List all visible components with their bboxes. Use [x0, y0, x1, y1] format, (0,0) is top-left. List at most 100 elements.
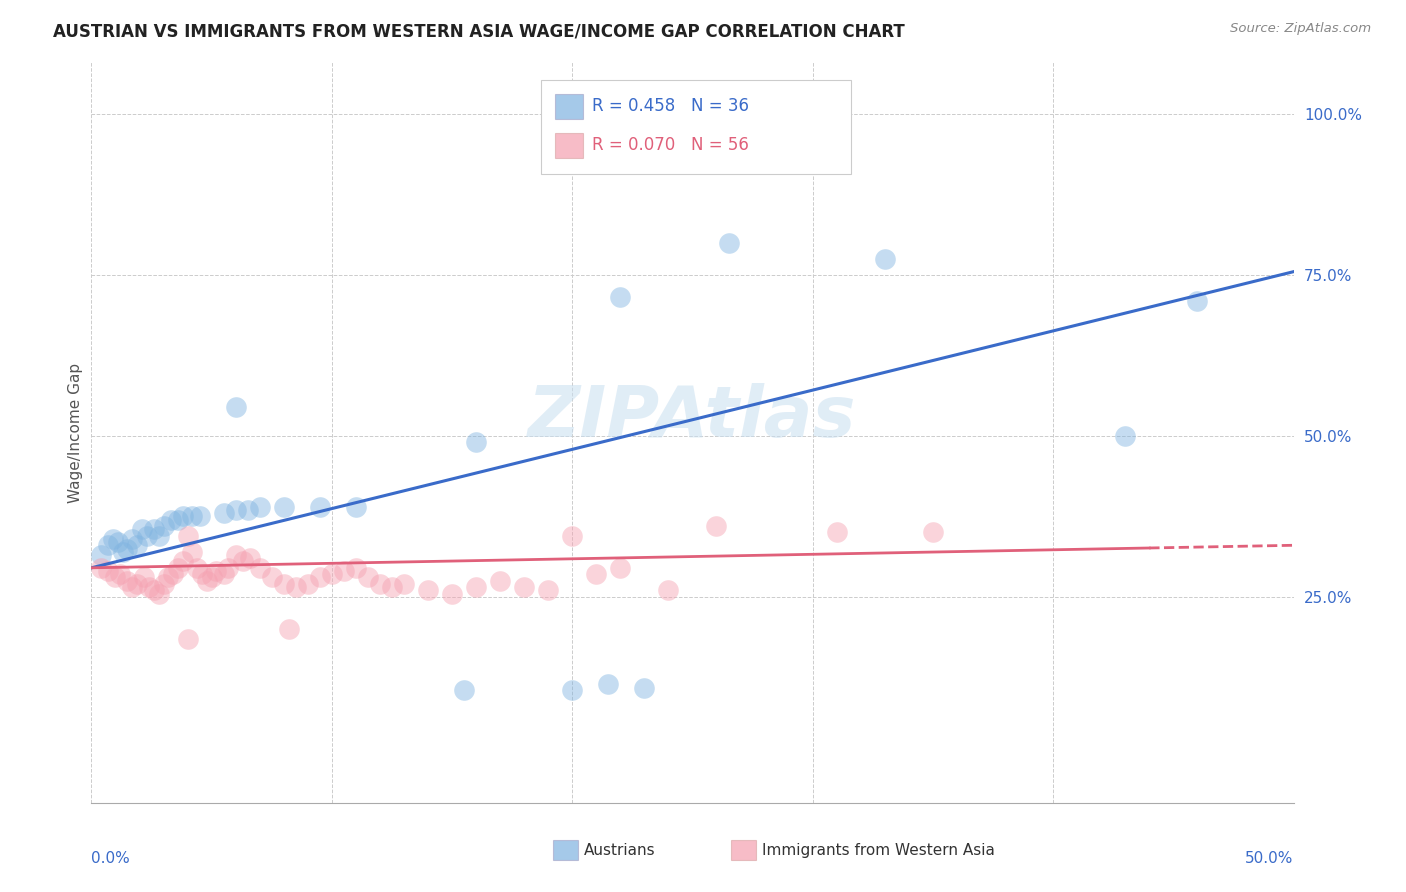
Point: [277, 622, 299, 636]
Point: [344, 500, 367, 514]
Point: [117, 541, 139, 556]
Point: [125, 538, 148, 552]
Point: [633, 681, 655, 696]
Point: [172, 554, 194, 568]
Point: [392, 577, 415, 591]
Point: [142, 583, 165, 598]
Point: [284, 580, 307, 594]
Point: [225, 400, 247, 414]
Point: [159, 512, 181, 526]
Point: [97, 538, 120, 552]
Point: [181, 509, 204, 524]
Point: [1187, 293, 1209, 308]
Text: R = 0.458   N = 36: R = 0.458 N = 36: [592, 97, 749, 115]
Point: [121, 532, 143, 546]
Point: [172, 509, 194, 524]
Point: [162, 567, 184, 582]
Point: [922, 525, 945, 540]
Point: [1114, 429, 1136, 443]
Point: [239, 551, 262, 566]
Point: [188, 509, 211, 524]
Point: [232, 554, 254, 568]
Text: ZIPAtlas: ZIPAtlas: [529, 384, 856, 452]
Point: [217, 561, 239, 575]
Point: [825, 525, 848, 540]
Point: [107, 535, 129, 549]
Point: [157, 570, 180, 584]
Point: [260, 570, 283, 584]
Point: [308, 500, 330, 514]
Point: [513, 580, 536, 594]
Point: [186, 561, 208, 575]
Point: [489, 574, 512, 588]
Point: [297, 577, 319, 591]
Point: [249, 500, 271, 514]
Point: [201, 570, 224, 584]
Point: [657, 583, 679, 598]
Text: Immigrants from Western Asia: Immigrants from Western Asia: [762, 843, 995, 857]
Point: [225, 548, 247, 562]
Point: [111, 545, 134, 559]
Point: [344, 561, 367, 575]
Point: [465, 435, 488, 450]
Point: [321, 567, 343, 582]
Point: [440, 586, 463, 600]
Point: [181, 545, 204, 559]
Text: 50.0%: 50.0%: [1246, 851, 1294, 866]
Point: [97, 564, 120, 578]
Point: [152, 577, 174, 591]
Point: [167, 512, 190, 526]
Point: [135, 528, 157, 542]
Text: AUSTRIAN VS IMMIGRANTS FROM WESTERN ASIA WAGE/INCOME GAP CORRELATION CHART: AUSTRIAN VS IMMIGRANTS FROM WESTERN ASIA…: [53, 22, 905, 40]
Point: [195, 574, 218, 588]
Point: [176, 528, 198, 542]
Point: [706, 519, 728, 533]
Point: [585, 567, 607, 582]
Point: [142, 522, 165, 536]
Point: [873, 252, 896, 266]
Point: [236, 503, 259, 517]
Point: [117, 574, 139, 588]
Point: [205, 564, 228, 578]
Point: [167, 561, 190, 575]
Point: [609, 561, 631, 575]
Point: [148, 586, 170, 600]
Point: [212, 506, 235, 520]
Point: [333, 564, 356, 578]
Point: [101, 532, 124, 546]
Point: [152, 519, 174, 533]
Y-axis label: Wage/Income Gap: Wage/Income Gap: [67, 362, 83, 503]
Point: [368, 577, 391, 591]
Point: [381, 580, 404, 594]
Point: [176, 632, 198, 646]
Text: Austrians: Austrians: [583, 843, 655, 857]
Point: [148, 528, 170, 542]
Point: [121, 580, 143, 594]
Point: [561, 528, 583, 542]
Point: [357, 570, 380, 584]
Point: [110, 567, 132, 582]
Point: [308, 570, 330, 584]
Point: [453, 683, 475, 698]
Point: [598, 676, 620, 690]
Point: [537, 583, 560, 598]
Point: [125, 577, 148, 591]
Point: [273, 500, 295, 514]
Point: [609, 290, 631, 304]
Point: [717, 235, 740, 250]
Point: [138, 580, 160, 594]
Text: R = 0.070   N = 56: R = 0.070 N = 56: [592, 136, 749, 154]
Point: [561, 683, 583, 698]
Point: [249, 561, 271, 575]
Point: [90, 561, 112, 575]
Point: [90, 548, 112, 562]
Point: [134, 570, 156, 584]
Text: Source: ZipAtlas.com: Source: ZipAtlas.com: [1230, 22, 1371, 36]
Point: [416, 583, 439, 598]
Point: [131, 522, 153, 536]
Point: [225, 503, 247, 517]
Text: 0.0%: 0.0%: [91, 851, 131, 866]
Point: [212, 567, 235, 582]
Point: [273, 577, 295, 591]
Point: [465, 580, 488, 594]
